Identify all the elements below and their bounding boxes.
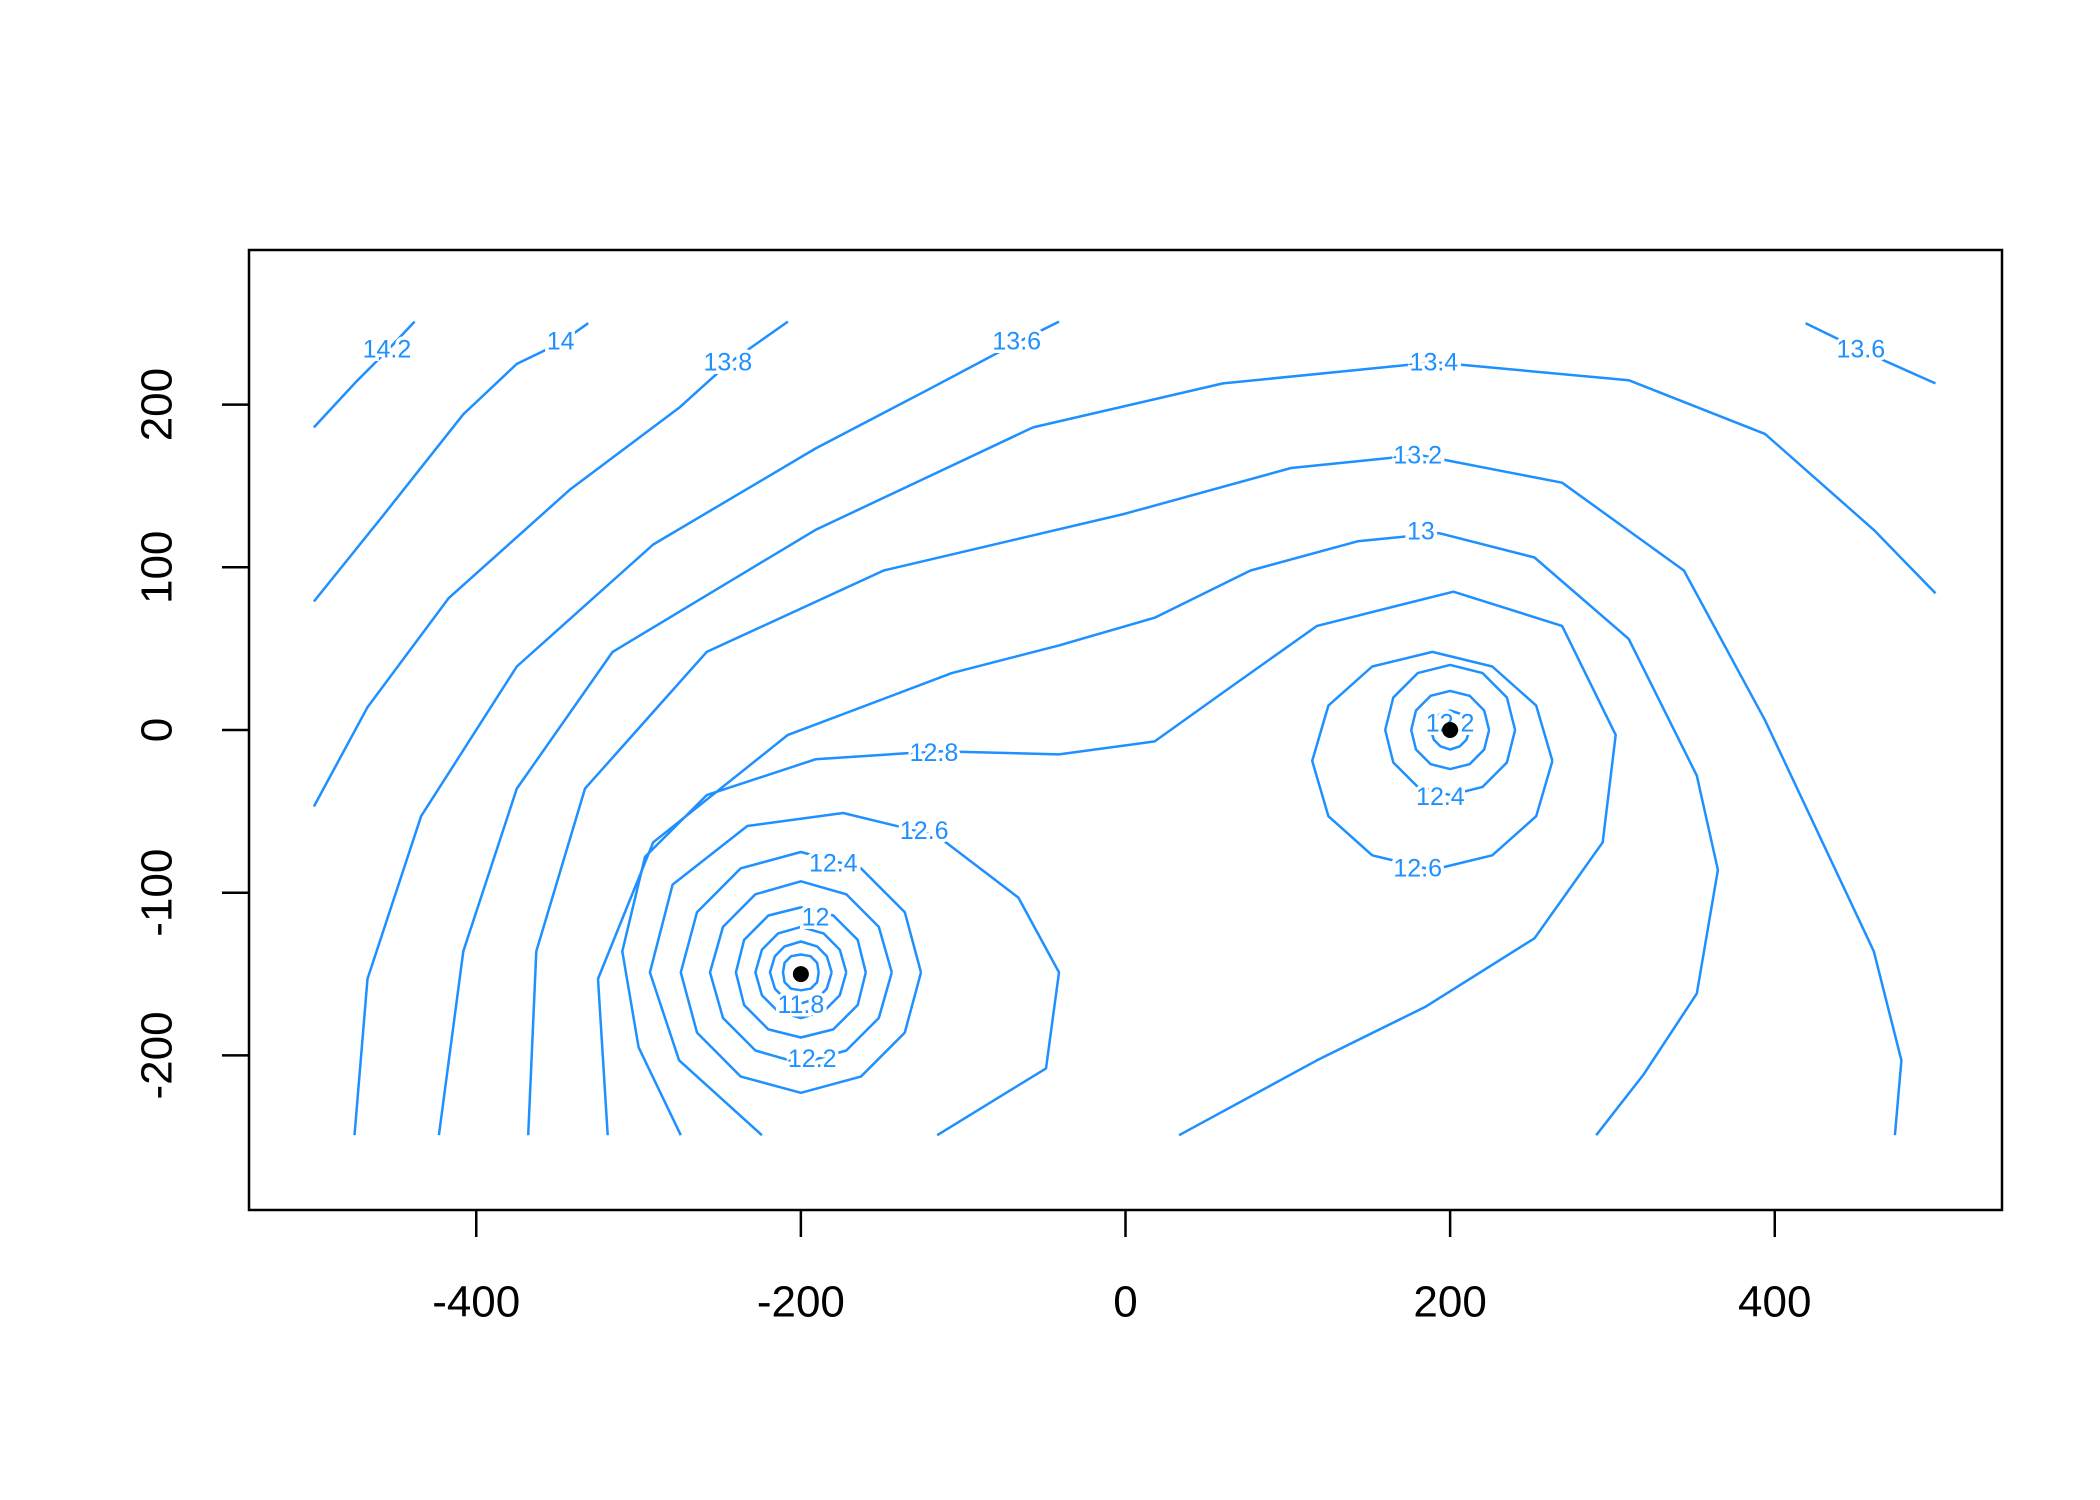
contour-label: 13.6 [1836,335,1885,363]
y-tick-label: -200 [133,1011,182,1099]
contour-label: 12.6 [900,817,949,845]
point [1442,722,1459,738]
contour-line [1310,650,1554,872]
contour-line [437,361,1937,1136]
contour-line [312,320,789,808]
contour-label: 12 [802,903,830,931]
y-tick-label: 200 [133,368,182,441]
x-tick-label: 200 [1413,1278,1486,1327]
contour-label: 12.4 [1416,783,1465,811]
contour-line [1805,322,1937,385]
contour-label: 11.8 [777,991,824,1019]
contour-line [708,880,894,1065]
contour-label: 13.6 [992,327,1041,355]
plot-frame [247,248,2004,1212]
contour-line [781,953,820,992]
contour-line [312,322,589,603]
contour-line [734,906,868,1039]
contour-line [526,453,1903,1136]
contour-line [312,320,416,429]
contour-label: 12.8 [910,739,959,767]
x-tick-label: -400 [432,1278,520,1327]
contour-line [1383,663,1517,797]
contour-label: 12.4 [809,850,858,878]
contour-line [621,590,1617,1137]
x-tick-label: 400 [1738,1278,1811,1327]
x-tick-label: -200 [757,1278,845,1327]
contour-line [648,811,1061,1137]
contour-label: 13.4 [1410,349,1459,377]
contour-label: 12.2 [788,1045,837,1073]
contour-line [679,850,923,1095]
contour-label: 14.2 [363,335,412,363]
contour-line [353,320,1060,1136]
contour-label: 12.6 [1393,855,1442,883]
contour-line [1429,709,1471,751]
contour-label: 13.8 [703,349,752,377]
contour-line [1409,689,1491,771]
contour-label: 13 [1407,518,1435,546]
y-tick-label: -100 [133,849,182,937]
contour-label: 13.2 [1393,441,1442,469]
x-tick-label: 0 [1113,1278,1137,1327]
contour-line [754,925,848,1020]
y-tick-label: 0 [133,718,182,742]
contour-line [596,531,1720,1136]
point [792,966,809,983]
contour-label: 14 [547,327,575,355]
contour-line [768,940,833,1005]
y-tick-label: 100 [133,531,182,604]
